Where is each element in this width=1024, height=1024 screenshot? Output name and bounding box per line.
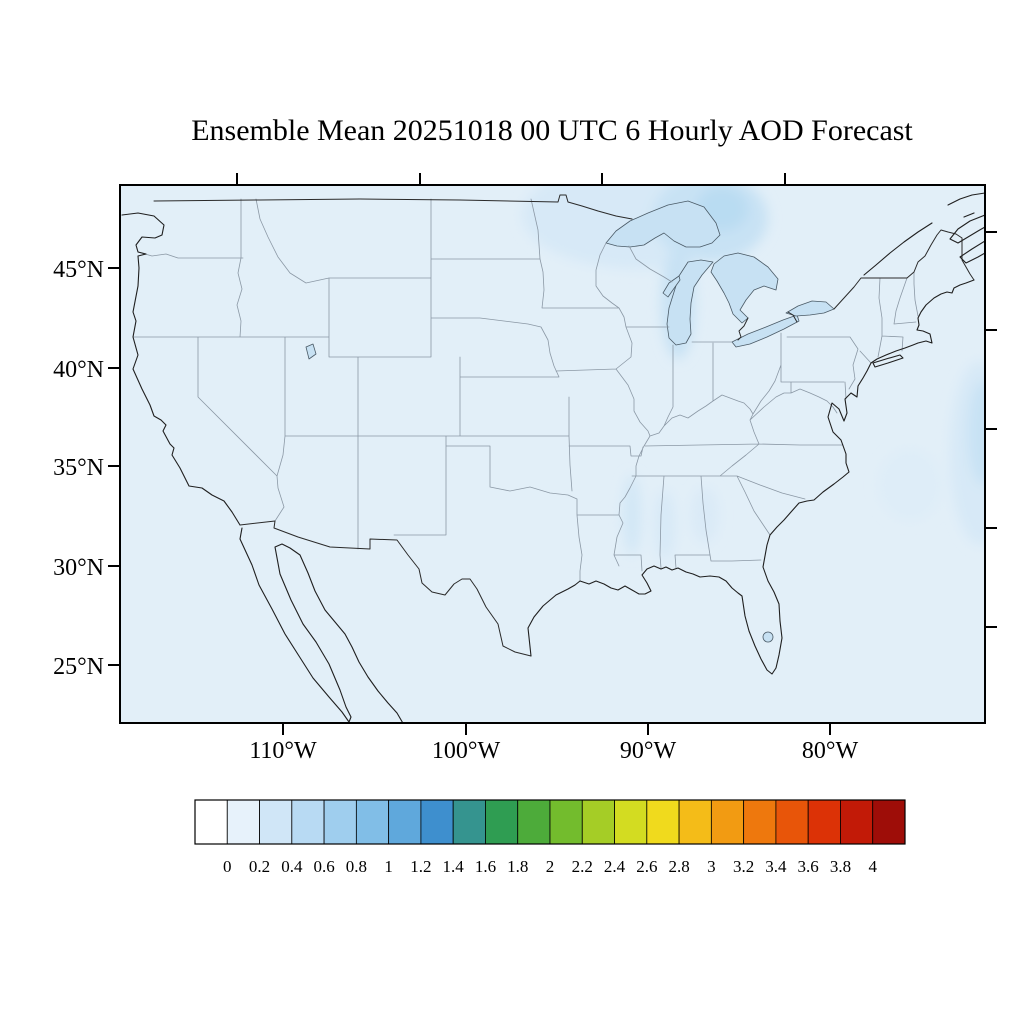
lat-label-40n: 40°N xyxy=(53,357,104,383)
long-island xyxy=(872,354,904,368)
lon-label-110w: 110°W xyxy=(249,738,317,764)
colorbar-cell xyxy=(872,799,906,845)
us-canada-border xyxy=(153,194,633,220)
colorbar-cell xyxy=(743,799,777,845)
border-niagara xyxy=(787,311,798,323)
colorbar-tick-label: 2 xyxy=(546,857,555,876)
colorbar-cell xyxy=(291,799,325,845)
colorbar-outline xyxy=(194,799,906,845)
colorbar-cell xyxy=(259,799,293,845)
lat-label-35n: 35°N xyxy=(53,455,104,481)
latitude-labels: 45°N 40°N 35°N 30°N 25°N xyxy=(53,257,104,680)
longitude-labels: 110°W 100°W 90°W 80°W xyxy=(249,738,858,764)
colorbar-tick-label: 3.8 xyxy=(830,857,851,876)
colorbar-tick-label: 2.8 xyxy=(668,857,689,876)
colorbar-cells xyxy=(194,799,906,845)
baja-mexico-coastline xyxy=(239,527,404,723)
lat-label-25n: 25°N xyxy=(53,654,104,680)
colorbar-tick-label: 1 xyxy=(384,857,393,876)
lake-superior xyxy=(605,200,721,248)
great-salt-lake xyxy=(305,343,317,360)
colorbar-cell xyxy=(517,799,551,845)
colorbar-tick-label: 0.8 xyxy=(346,857,367,876)
map-frame xyxy=(119,184,986,724)
colorbar-labels: 0 0.2 0.4 0.6 0.8 1 1.2 1.4 1.6 1.8 2 2.2 2.4 2.6 2.8 3… xyxy=(223,857,877,876)
figure-title: Ensemble Mean 20251018 00 UTC 6 Hourly A… xyxy=(191,114,913,147)
map-background xyxy=(120,185,985,723)
colorbar-tick-label: 3.2 xyxy=(733,857,754,876)
colorbar-cell xyxy=(807,799,841,845)
colorbar-tick-label: 3.4 xyxy=(765,857,787,876)
lon-label-90w: 90°W xyxy=(620,738,677,764)
lake-huron xyxy=(710,252,779,324)
colorbar-cell xyxy=(614,799,648,845)
colorbar-cell xyxy=(355,799,390,845)
colorbar-tick-label: 1.2 xyxy=(410,857,431,876)
colorbar-cell xyxy=(452,799,486,845)
us-mexico-border xyxy=(239,520,532,657)
stlawrence-river xyxy=(863,222,933,276)
colorbar-cell xyxy=(678,799,712,845)
colorbar-cell xyxy=(581,799,615,845)
colorbar-tick-label: 3 xyxy=(707,857,716,876)
border-stlawrence-maine xyxy=(833,229,975,310)
gulf-atlantic-coastline xyxy=(527,279,975,675)
canada-maritimes-coast xyxy=(947,192,985,264)
state-borders xyxy=(132,198,919,582)
colorbar-tick-label: 3.6 xyxy=(798,857,819,876)
colorbar-tick-label: 2.2 xyxy=(572,857,593,876)
colorbar-cell xyxy=(323,799,357,845)
lake-okeechobee xyxy=(762,631,774,643)
colorbar-cell xyxy=(549,799,583,845)
colorbar-tick-label: 2.6 xyxy=(636,857,657,876)
colorbar-tick-label: 0.4 xyxy=(281,857,303,876)
colorbar-cell xyxy=(710,799,745,845)
colorbar-cell xyxy=(194,799,228,845)
lat-label-45n: 45°N xyxy=(53,257,104,283)
colorbar-cell xyxy=(646,799,680,845)
lat-label-30n: 30°N xyxy=(53,555,104,581)
lon-label-80w: 80°W xyxy=(802,738,859,764)
great-lakes xyxy=(305,200,835,643)
colorbar-cell xyxy=(775,799,809,845)
colorbar-cell xyxy=(226,799,260,845)
green-bay xyxy=(662,275,681,298)
colorbar-tick-label: 0.6 xyxy=(313,857,334,876)
colorbar-cell xyxy=(420,799,454,845)
colorbar-tick-label: 1.6 xyxy=(475,857,496,876)
colorbar: 0 0.2 0.4 0.6 0.8 1 1.2 1.4 1.6 1.8 2 2.2 2.4 2.6 2.8 3… xyxy=(194,799,906,876)
colorbar-tick-label: 4 xyxy=(868,857,877,876)
lake-erie xyxy=(731,314,800,348)
colorbar-cell xyxy=(840,799,874,845)
colorbar-cell xyxy=(388,799,422,845)
colorbar-tick-label: 1.4 xyxy=(443,857,465,876)
colorbar-cell xyxy=(485,799,519,845)
colorbar-tick-label: 0.2 xyxy=(249,857,270,876)
border-detroit-river xyxy=(737,317,749,341)
pacific-coastline xyxy=(121,212,241,526)
colorbar-tick-label: 0 xyxy=(223,857,232,876)
colorbar-tick-label: 2.4 xyxy=(604,857,626,876)
map-panel xyxy=(108,173,997,735)
axis-ticks xyxy=(108,173,997,735)
colorbar-tick-label: 1.8 xyxy=(507,857,528,876)
lon-label-100w: 100°W xyxy=(432,738,501,764)
